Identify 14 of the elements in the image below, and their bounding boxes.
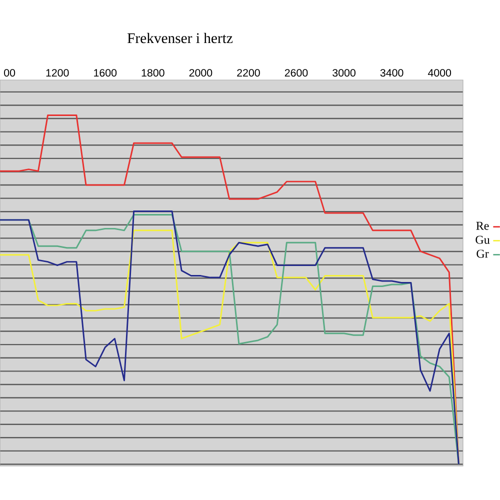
x-tick-label: 3000: [332, 69, 356, 77]
x-tick-label: 2200: [237, 69, 260, 77]
chart-title: Frekvenser i hertz: [127, 32, 233, 44]
legend-label: Gr: [476, 250, 489, 258]
x-tick-label: 3400: [380, 69, 404, 77]
legend-label: Re: [476, 222, 489, 230]
x-tick-label: 00: [4, 69, 16, 77]
x-tick-label: 2000: [189, 69, 212, 77]
x-tick-label: 1800: [142, 69, 164, 77]
x-tick-label: 1600: [94, 69, 117, 77]
x-tick-label: 1200: [46, 69, 69, 77]
x-tick-label: 2600: [284, 69, 308, 77]
x-tick-label: 4000: [428, 69, 452, 77]
legend-label: Gu: [476, 236, 490, 244]
